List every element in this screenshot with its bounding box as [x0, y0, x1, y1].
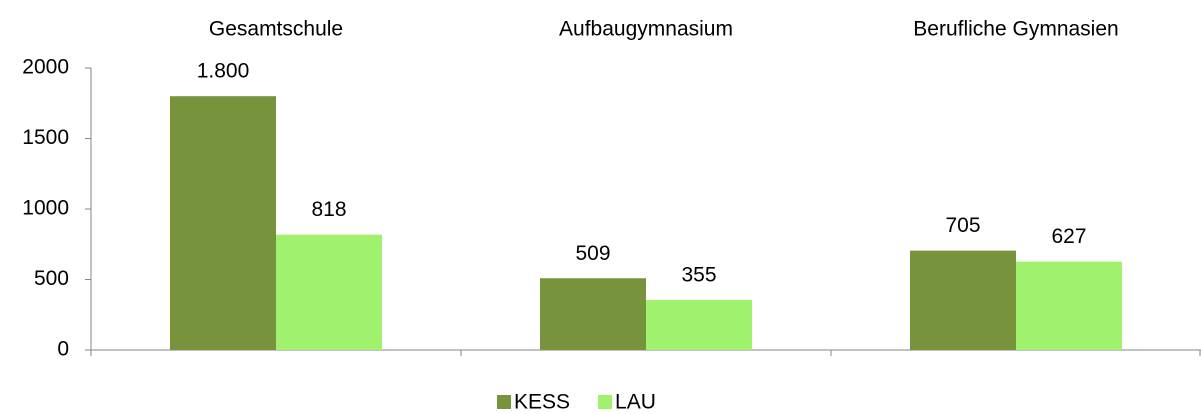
value-label: 818 — [311, 198, 346, 221]
legend-swatch — [598, 395, 613, 409]
value-label: 1.800 — [197, 60, 250, 83]
value-label: 355 — [681, 263, 716, 286]
legend-label: LAU — [615, 391, 656, 414]
bar — [170, 96, 276, 350]
category-label: Aufbaugymnasium — [559, 18, 733, 41]
bar — [1016, 261, 1122, 350]
bar — [646, 299, 752, 350]
legend-swatch — [497, 395, 511, 409]
y-tick-label: 1500 — [22, 126, 69, 149]
category-label: Berufliche Gymnasien — [913, 18, 1118, 41]
value-label: 509 — [575, 242, 610, 265]
y-tick-label: 500 — [34, 267, 69, 290]
bar — [910, 250, 1016, 350]
value-label: 705 — [945, 214, 980, 237]
value-label: 627 — [1051, 225, 1086, 248]
bar — [540, 278, 646, 350]
y-tick-label: 1000 — [22, 197, 69, 220]
legend-label: KESS — [514, 391, 570, 414]
y-tick-label: 0 — [57, 338, 69, 361]
y-tick-label: 2000 — [22, 56, 69, 79]
bar — [276, 234, 382, 350]
category-label: Gesamtschule — [209, 18, 343, 41]
